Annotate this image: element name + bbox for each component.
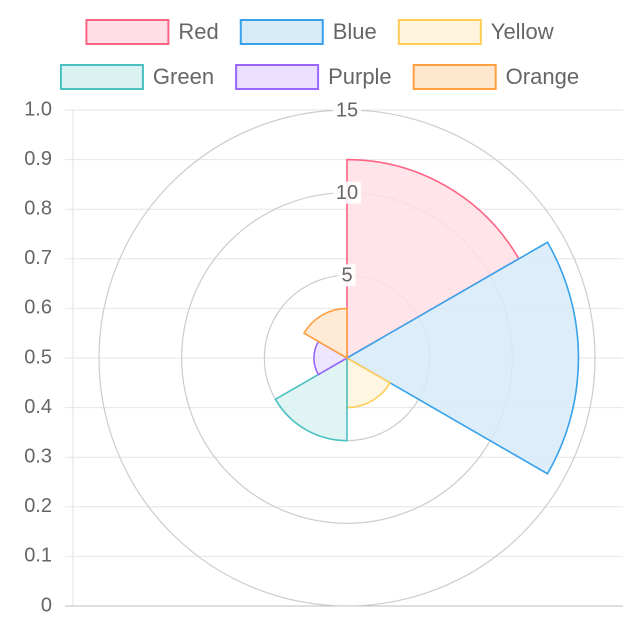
y-tick-label-1-0: 1.0 [24,98,52,120]
y-tick-label-0-7: 0.7 [24,247,52,269]
y-tick-label-0-2: 0.2 [24,495,52,517]
legend-label-red[interactable]: Red [178,19,218,44]
slice-red[interactable] [346,158,520,360]
radial-tick-backdrop-15 [333,99,361,121]
legend-swatch-green[interactable] [59,64,144,90]
y-tick-label-0-1: 0.1 [24,545,52,567]
slice-green[interactable] [274,356,348,442]
radial-tick-label-10: 10 [336,182,358,204]
legend-label-yellow[interactable]: Yellow [491,19,554,44]
slice-orange[interactable] [302,307,348,360]
radial-tick-backdrop-5 [338,264,356,287]
legend-label-green[interactable]: Green [153,64,214,89]
y-tick-label-0-8: 0.8 [24,197,52,219]
legend-swatch-yellow[interactable] [397,19,482,45]
y-tick-label-0: 0 [41,594,52,616]
slice-blue[interactable] [345,241,580,475]
y-tick-label-0-3: 0.3 [24,445,52,467]
legend-label-orange[interactable]: Orange [506,64,579,89]
y-tick-label-0-6: 0.6 [24,297,52,319]
legend-swatch-purple[interactable] [235,64,320,90]
slice-yellow[interactable] [346,356,392,409]
radial-tick-label-15: 15 [336,99,358,121]
y-tick-label-0-9: 0.9 [24,148,52,170]
legend-label-purple[interactable]: Purple [328,64,392,89]
y-tick-label-0-5: 0.5 [24,346,52,368]
radial-tick-backdrop-10 [333,181,361,204]
legend-label-blue[interactable]: Blue [333,19,377,44]
radial-tick-label-5: 5 [341,265,352,287]
legend-swatch-red[interactable] [85,19,170,45]
y-tick-label-0-4: 0.4 [24,396,52,418]
legend-swatch-orange[interactable] [412,64,497,90]
legend-swatch-blue[interactable] [239,19,324,45]
